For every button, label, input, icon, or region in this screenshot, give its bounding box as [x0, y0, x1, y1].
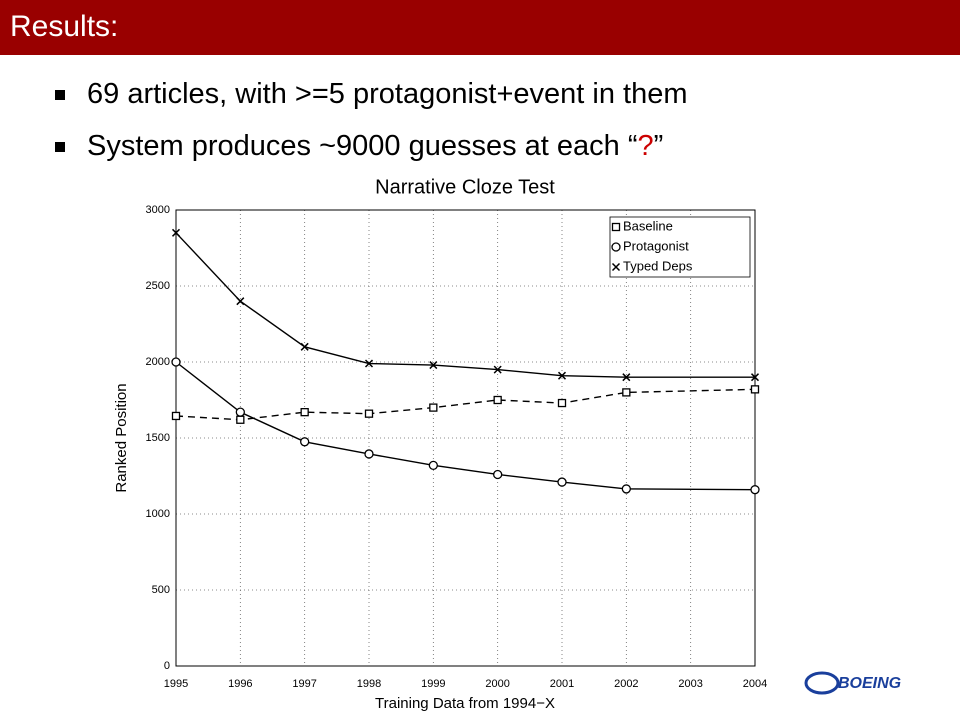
bullet-text: 69 articles, with >=5 protagonist+event … [87, 78, 688, 110]
point [493, 395, 502, 405]
x-tick-label: 2000 [485, 678, 509, 690]
x-tick-label: 1995 [164, 678, 188, 690]
legend-label: Baseline [623, 218, 673, 233]
bullet-text: System produces ~9000 guesses at each “?… [87, 130, 663, 162]
x-tick-label: 2001 [550, 678, 574, 690]
point [300, 342, 309, 351]
point [557, 398, 567, 408]
bullet-part: ” [654, 130, 664, 162]
point [750, 485, 760, 495]
point [557, 477, 567, 487]
x-tick-label: 2002 [614, 678, 638, 690]
legend-label: Protagonist [623, 238, 689, 253]
plot-frame [175, 209, 756, 667]
point [171, 228, 181, 237]
logo-text: BOEING [838, 675, 901, 692]
x-tick-label: 1998 [357, 678, 381, 690]
y-tick-label: 1000 [146, 508, 170, 520]
point [300, 408, 309, 417]
point [557, 371, 567, 380]
legend-label: Typed Deps [623, 258, 693, 273]
point [493, 469, 503, 480]
x-tick-label: 2004 [743, 678, 767, 690]
point [429, 361, 438, 370]
bullet-part: ? [638, 130, 654, 162]
point [235, 407, 245, 417]
point [236, 297, 245, 306]
point [364, 359, 374, 368]
y-tick-label: 500 [152, 584, 170, 596]
y-tick-label: 0 [164, 660, 170, 672]
logo-icon [804, 671, 840, 695]
point [429, 403, 438, 412]
series-line [175, 388, 756, 421]
bullet-part: 69 articles, with >=5 protagonist+event … [87, 78, 688, 110]
x-axis-label: Training Data from 1994−X [375, 695, 555, 712]
bullet-list: 69 articles, with >=5 protagonist+event … [55, 78, 688, 162]
bullet-marker [55, 90, 65, 100]
x-tick-label: 2003 [678, 678, 702, 690]
point [364, 449, 374, 459]
y-tick-label: 3000 [146, 204, 170, 216]
point [621, 484, 631, 494]
series-line [175, 361, 756, 491]
x-tick-label: 1996 [228, 678, 252, 690]
legend-marker [611, 222, 621, 232]
point [622, 388, 631, 397]
point [300, 437, 310, 447]
legend-box [609, 216, 751, 278]
bullet-marker [55, 142, 65, 152]
header-bar [0, 0, 960, 55]
y-axis-label: Ranked Position [113, 383, 130, 492]
bullet-part: System produces ~9000 guesses at each “ [87, 130, 638, 162]
point [493, 365, 502, 374]
header-title: Results: [10, 10, 118, 43]
x-tick-label: 1999 [421, 678, 445, 690]
legend-marker [611, 262, 621, 272]
legend-marker [611, 242, 621, 252]
point [236, 415, 245, 424]
logo: BOEING [804, 671, 901, 695]
point [622, 373, 631, 382]
point [428, 460, 438, 471]
chart-title: Narrative Cloze Test [375, 176, 555, 198]
y-tick-label: 2000 [146, 356, 170, 368]
point [364, 409, 374, 418]
x-tick-label: 1997 [292, 678, 316, 690]
point [171, 357, 181, 367]
y-tick-label: 2500 [146, 280, 170, 292]
point [171, 411, 181, 421]
point [750, 385, 760, 394]
y-tick-label: 1500 [146, 432, 170, 444]
point [750, 373, 760, 382]
